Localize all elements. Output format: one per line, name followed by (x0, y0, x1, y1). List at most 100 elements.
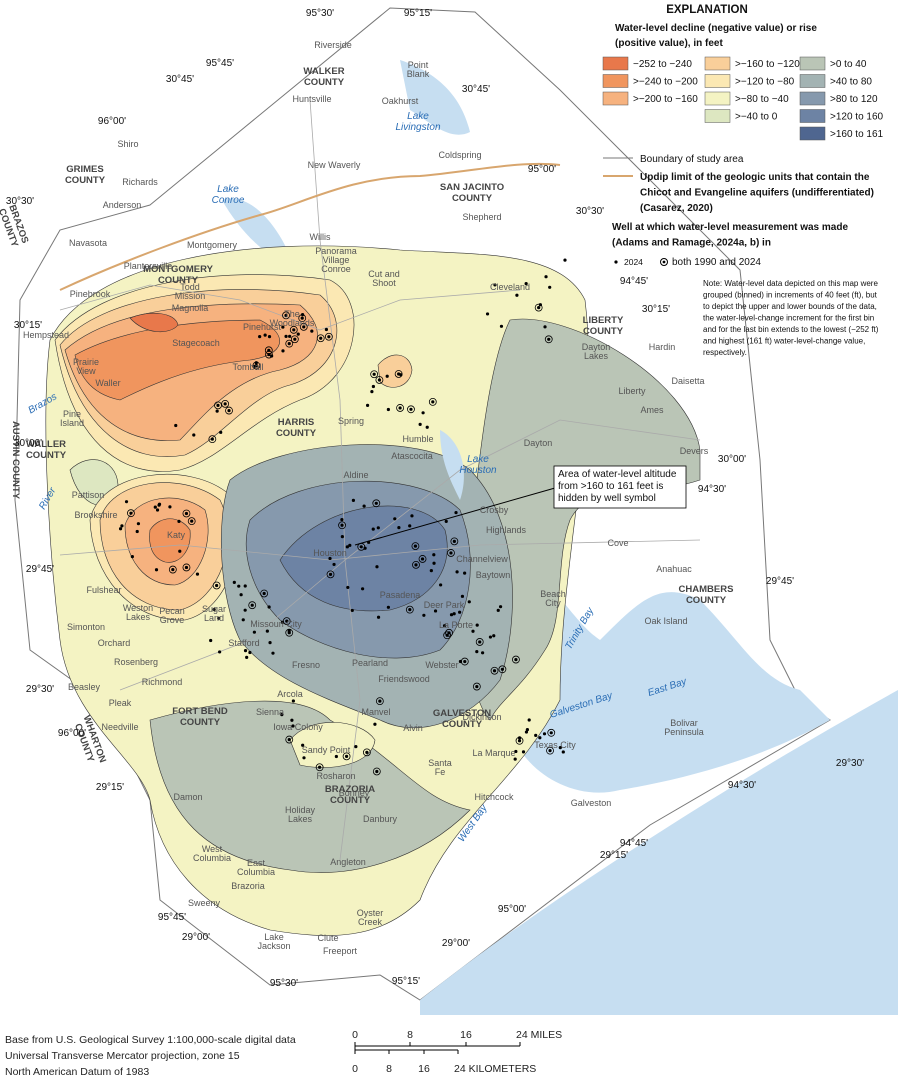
label-line: Lakes (288, 814, 313, 824)
legend-wells: (Adams and Ramage, 2024a, b) in (612, 238, 771, 249)
well (376, 526, 380, 530)
place-label: Stagecoach (172, 338, 220, 348)
well (359, 545, 363, 549)
well (547, 337, 551, 341)
place-label: Pinehurst (243, 322, 282, 332)
well (542, 732, 547, 736)
place-label: Fresno (292, 660, 320, 670)
well (458, 610, 462, 614)
label-line: Waller (95, 378, 120, 388)
label-line: Fe (435, 767, 446, 777)
label-line: Humble (402, 434, 433, 444)
credit: Universal Transverse Mercator projection… (5, 1050, 240, 1062)
well (280, 713, 284, 717)
label-line: West (202, 844, 223, 854)
place-label: Huntsville (292, 94, 331, 104)
place-label: Ames (640, 405, 664, 415)
county-label: AUSTIN COUNTY (10, 421, 21, 500)
label-line: Galveston (571, 798, 612, 808)
well (514, 749, 518, 754)
label-line: La Porte (439, 620, 473, 630)
well (344, 754, 349, 758)
callout-text: hidden by well symbol (558, 493, 656, 504)
label-line: Oakhurst (382, 96, 419, 106)
coordinate-label: 95°45' (158, 912, 186, 923)
label-line: Village (323, 255, 350, 265)
well (223, 402, 227, 406)
label-line: La Marque (472, 748, 515, 758)
well-both (411, 542, 420, 551)
label-line: Lake (407, 111, 429, 122)
well (524, 282, 528, 286)
water-label: Lake Houston (459, 454, 497, 476)
well-both (405, 605, 414, 614)
well (408, 608, 412, 612)
well (354, 745, 358, 749)
well (496, 608, 500, 612)
place-label: Sandy Point (302, 745, 351, 755)
well (215, 583, 219, 588)
well-both (212, 581, 221, 590)
road (119, 419, 701, 691)
well (386, 407, 390, 412)
well (232, 580, 236, 584)
label-line: Devers (680, 446, 709, 456)
label-line: Dayton (582, 342, 611, 352)
label-line: Lake (217, 184, 239, 195)
legend-label: >−80 to −40 (735, 94, 789, 105)
legend-swatch (602, 74, 629, 88)
well (561, 750, 565, 754)
place-label: Todd Mission (175, 282, 206, 301)
well-both (298, 314, 307, 323)
place-label: Beach City (540, 589, 566, 608)
well (563, 258, 567, 262)
legend-note: respectively. (703, 348, 747, 357)
well (263, 333, 267, 337)
scale-label: 0 (352, 1029, 358, 1041)
legend-swatch (799, 56, 826, 71)
well-both (498, 665, 507, 674)
well (319, 336, 323, 340)
label-line: Rosenberg (114, 657, 158, 667)
well (288, 334, 292, 338)
legend-swatch (704, 91, 731, 106)
well (538, 736, 542, 740)
label-line: New Waverly (308, 160, 361, 170)
place-label: Angleton (330, 857, 366, 867)
coordinate-label: 30°45' (462, 84, 490, 95)
label-line: Livingston (395, 122, 440, 133)
coordinate-label: 96°00' (58, 728, 86, 739)
well (184, 511, 189, 516)
legend-swatch (799, 74, 826, 88)
well (493, 283, 497, 287)
label-line: Pleak (109, 698, 132, 708)
well (345, 545, 349, 549)
place-label: Waller (95, 378, 120, 388)
place-label: Daisetta (671, 376, 704, 386)
well-both (547, 728, 556, 737)
label-line: Sandy Point (302, 745, 351, 755)
place-label: Crosby (480, 505, 509, 515)
label-line: Texas City (534, 740, 576, 750)
label-line: Cleveland (490, 282, 530, 292)
label-line: Holiday (285, 805, 316, 815)
place-label: Panorama Village Conroe (315, 246, 357, 274)
well (130, 554, 134, 559)
well (375, 769, 379, 774)
place-label: Tomball (232, 362, 263, 372)
well (258, 335, 262, 339)
well-both (265, 350, 273, 359)
well-both (285, 339, 294, 348)
well (398, 406, 402, 410)
well (432, 561, 436, 565)
label-line: Sugar (202, 604, 226, 614)
label-line: Huntsville (292, 94, 331, 104)
legend-label: >0 to 40 (830, 59, 867, 70)
place-label: Point Blank (407, 60, 430, 79)
place-label: Rosharon (316, 771, 355, 781)
well-both (282, 311, 290, 320)
place-label: Sienna (256, 707, 284, 717)
label-line: Peninsula (664, 727, 704, 737)
label-line: Arcola (277, 689, 303, 699)
label-line: Daisetta (671, 376, 704, 386)
